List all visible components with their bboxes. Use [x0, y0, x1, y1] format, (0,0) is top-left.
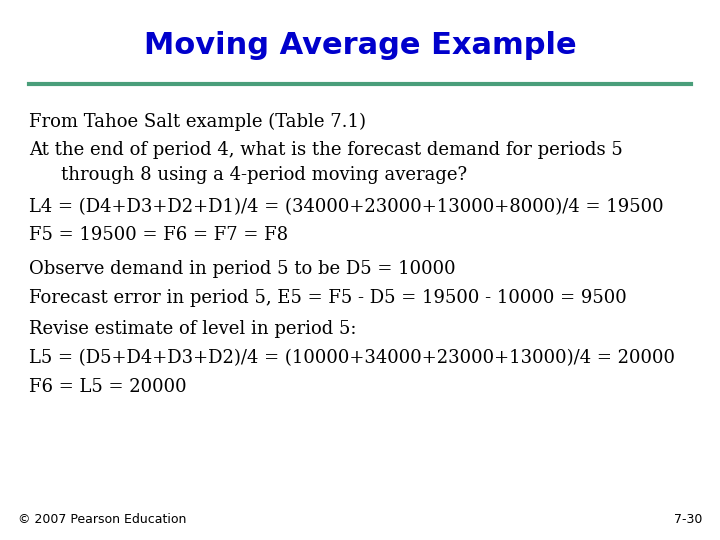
Text: Moving Average Example: Moving Average Example: [144, 31, 576, 60]
Text: Observe demand in period 5 to be D5 = 10000: Observe demand in period 5 to be D5 = 10…: [29, 260, 456, 278]
Text: through 8 using a 4-period moving average?: through 8 using a 4-period moving averag…: [61, 166, 467, 185]
Text: L5 = (D5+D4+D3+D2)/4 = (10000+34000+23000+13000)/4 = 20000: L5 = (D5+D4+D3+D2)/4 = (10000+34000+2300…: [29, 349, 675, 367]
Text: 7-30: 7-30: [674, 513, 702, 526]
Text: F5 = 19500 = F6 = F7 = F8: F5 = 19500 = F6 = F7 = F8: [29, 226, 288, 244]
Text: © 2007 Pearson Education: © 2007 Pearson Education: [18, 513, 186, 526]
Text: Forecast error in period 5, E5 = F5 - D5 = 19500 - 10000 = 9500: Forecast error in period 5, E5 = F5 - D5…: [29, 288, 626, 307]
Text: At the end of period 4, what is the forecast demand for periods 5: At the end of period 4, what is the fore…: [29, 141, 623, 159]
Text: From Tahoe Salt example (Table 7.1): From Tahoe Salt example (Table 7.1): [29, 112, 366, 131]
Text: L4 = (D4+D3+D2+D1)/4 = (34000+23000+13000+8000)/4 = 19500: L4 = (D4+D3+D2+D1)/4 = (34000+23000+1300…: [29, 198, 663, 216]
Text: F6 = L5 = 20000: F6 = L5 = 20000: [29, 377, 186, 396]
Text: Revise estimate of level in period 5:: Revise estimate of level in period 5:: [29, 320, 356, 339]
